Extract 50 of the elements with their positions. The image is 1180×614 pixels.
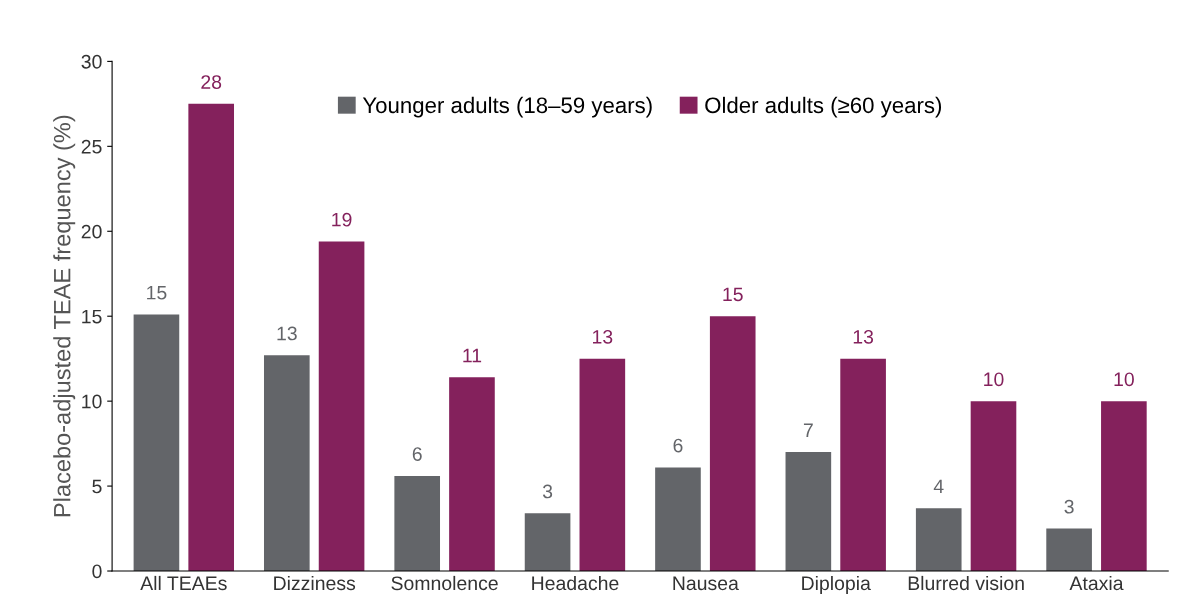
y-tick-label: 20	[81, 224, 102, 239]
bar	[915, 508, 962, 572]
y-tick-label: 15	[82, 309, 102, 324]
y-tick-label: 5	[92, 479, 102, 494]
bar	[524, 513, 571, 572]
data-label: 15	[723, 287, 743, 302]
data-label: 3	[1064, 499, 1074, 514]
bar	[709, 316, 756, 572]
bar	[840, 358, 886, 572]
data-label: 7	[803, 423, 813, 437]
y-tick-label: 30	[81, 54, 102, 69]
data-label: 6	[412, 447, 422, 461]
x-tick-label: Ataxia	[1069, 575, 1124, 591]
x-tick-label: Nausea	[673, 576, 739, 591]
data-label: 19	[332, 212, 352, 227]
x-tick-label: Somnolence	[391, 575, 498, 591]
y-tick-label: 10	[82, 394, 102, 409]
data-label: 10	[1114, 372, 1134, 387]
bar	[188, 103, 235, 572]
legend-label: Younger adults (18–59 years)	[362, 96, 652, 118]
y-tick-label: 25	[81, 139, 102, 154]
data-label: 6	[673, 438, 683, 453]
y-tick-label: 0	[92, 564, 102, 579]
bar	[785, 452, 832, 572]
data-label: 28	[201, 75, 222, 89]
legend-label: Older adults (≥60 years)	[705, 96, 942, 118]
bar	[1101, 401, 1147, 572]
bar	[394, 475, 441, 572]
x-tick-label: All TEAEs	[140, 575, 227, 591]
data-label: 4	[933, 479, 944, 494]
bar	[655, 467, 701, 572]
bar	[318, 241, 365, 572]
data-label: 3	[542, 484, 553, 499]
bar	[579, 358, 626, 572]
data-label: 11	[463, 348, 482, 363]
x-tick-label: Diplopia	[802, 575, 871, 595]
x-tick-label: Headache	[532, 575, 619, 591]
data-label: 13	[277, 326, 297, 341]
bar	[970, 401, 1017, 572]
data-label: 15	[147, 285, 167, 300]
data-label: 13	[853, 329, 874, 344]
data-label: 10	[984, 372, 1004, 387]
y-axis-title: Placebo-adjusted TEAE frequency (%)	[53, 115, 76, 517]
bar	[133, 314, 180, 572]
bar	[449, 377, 495, 572]
x-tick-label: Dizziness	[274, 575, 356, 591]
bar	[1046, 528, 1092, 572]
x-tick-label: Blurred vision	[908, 575, 1024, 591]
bar	[264, 355, 310, 572]
data-label: 13	[593, 329, 613, 344]
